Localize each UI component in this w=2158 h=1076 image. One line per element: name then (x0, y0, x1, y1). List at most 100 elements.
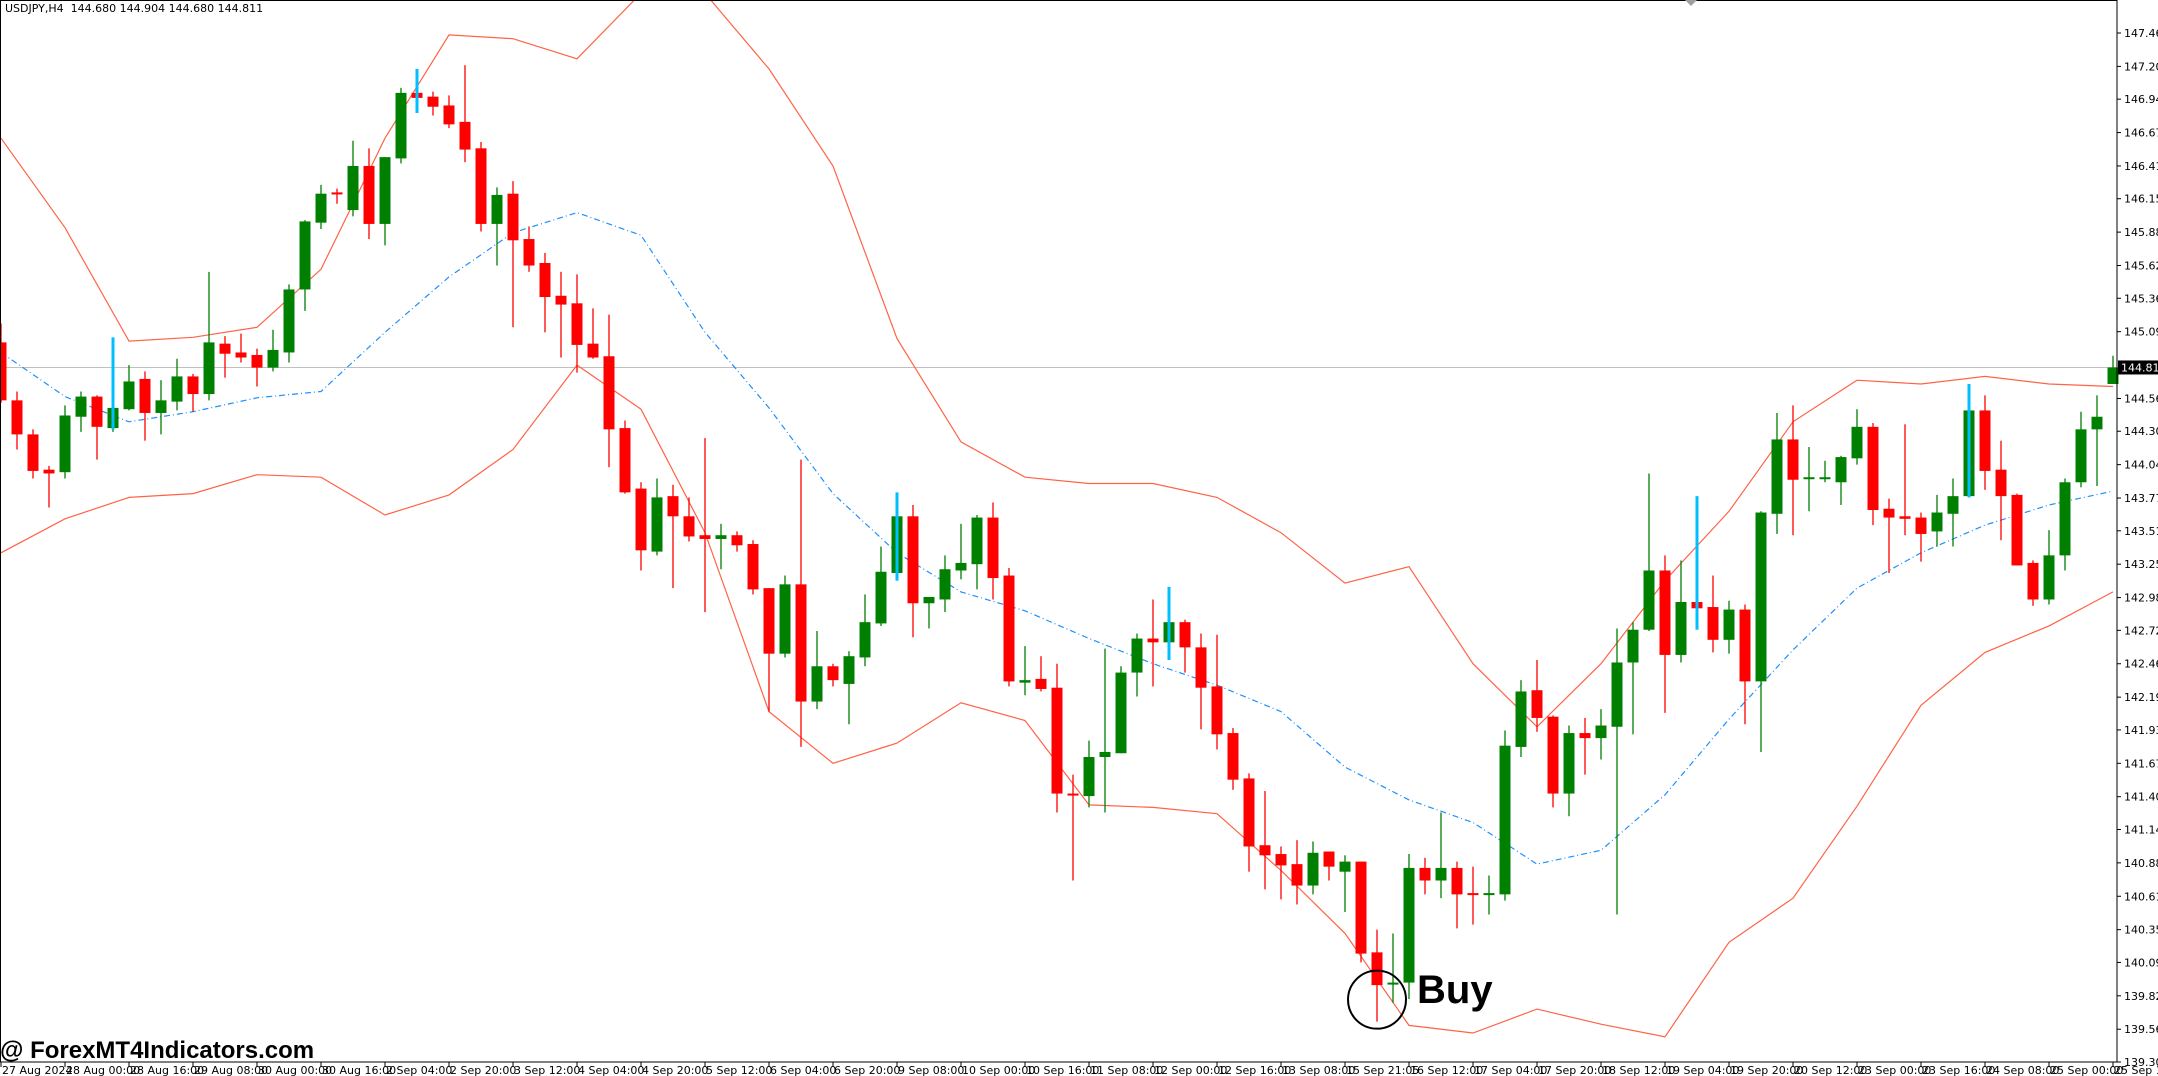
price-tick-label: 140.615 (2124, 890, 2158, 903)
price-tick-label: 141.405 (2124, 791, 2158, 804)
time-tick-label: 25 Sep 16:00 (2114, 1064, 2158, 1076)
candle-body (347, 165, 359, 211)
candle (1611, 628, 1623, 915)
candle-body (1211, 686, 1223, 735)
candle (907, 504, 919, 638)
candle (555, 271, 567, 358)
buy-circle (1347, 969, 1407, 1030)
candle (1659, 555, 1671, 713)
time-tick-label: 12 Sep 00:00 (1154, 1064, 1227, 1076)
candle-body (1499, 745, 1511, 895)
candle (219, 336, 231, 378)
chart-shift-marker-icon (1685, 0, 1697, 6)
candle (363, 148, 375, 240)
price-tick-label: 145.885 (2124, 226, 2158, 239)
candle-body (1531, 690, 1543, 718)
candle-body (1755, 512, 1767, 682)
candle (1387, 933, 1399, 1003)
time-tick-label: 9 Sep 08:00 (898, 1064, 964, 1076)
candle (699, 438, 711, 613)
price-tick-label: 143.515 (2124, 525, 2158, 538)
time-tick-label: 10 Sep 16:00 (1026, 1064, 1099, 1076)
candle (603, 314, 615, 468)
candle-body (1323, 851, 1335, 867)
candle-body (1819, 477, 1831, 480)
candle-body (1515, 691, 1527, 747)
candle-body (1947, 496, 1959, 514)
candle-body (1483, 893, 1495, 896)
candle (475, 142, 487, 232)
candle-body (827, 666, 839, 681)
candle-body (27, 434, 39, 471)
candle-body (939, 569, 951, 600)
candle-body (219, 343, 231, 354)
candle (1179, 619, 1191, 673)
candle (155, 380, 167, 435)
time-tick-label: 20 Sep 12:00 (1794, 1064, 1867, 1076)
candle-body (1099, 751, 1111, 758)
candle-body (1291, 864, 1303, 886)
candle-body (11, 400, 23, 435)
current-price-tag-label: 144.811 (2121, 361, 2158, 374)
candle-body (587, 343, 599, 358)
candle-body (1675, 601, 1687, 655)
time-tick-label: 27 Aug 2024 (2, 1064, 72, 1076)
candle (2027, 560, 2039, 606)
candle-body (1339, 861, 1351, 872)
price-tick-label: 139.300 (2124, 1056, 2158, 1069)
candle (1099, 648, 1111, 813)
candle (2059, 478, 2071, 571)
candle-body (283, 289, 295, 353)
time-tick-label: 3 Sep 12:00 (514, 1064, 580, 1076)
candle-body (363, 165, 375, 224)
candle (875, 546, 887, 626)
candle (667, 484, 679, 589)
candles (0, 65, 2119, 1022)
price-tick-label: 145.620 (2124, 260, 2158, 273)
candle (1195, 633, 1207, 730)
candle-body (2011, 494, 2023, 566)
price-tick-label: 146.675 (2124, 127, 2158, 140)
candle (843, 651, 855, 725)
candle (1675, 560, 1687, 663)
candle-body (299, 221, 311, 290)
candle-body (731, 535, 743, 546)
candle (2075, 411, 2087, 488)
candle (1051, 663, 1063, 813)
candle (2091, 395, 2103, 487)
candle (443, 95, 455, 129)
candle (1835, 455, 1847, 505)
candle (1227, 728, 1239, 790)
candle-body (1995, 469, 2007, 497)
candle-body (427, 96, 439, 107)
candle-body (619, 428, 631, 493)
candle (1851, 409, 1863, 465)
candle-body (1419, 867, 1431, 881)
candle (1643, 473, 1655, 631)
candle-body (1243, 778, 1255, 847)
candle (683, 497, 695, 542)
watermark: @ ForexMT4Indicators.com (0, 1037, 315, 1064)
candle (427, 91, 439, 116)
candle-body (571, 303, 583, 345)
time-tick-label: 6 Sep 20:00 (834, 1064, 900, 1076)
candle (1211, 634, 1223, 750)
candle (1003, 567, 1015, 687)
candle-body (1307, 852, 1319, 886)
candle (923, 596, 935, 629)
candle (1723, 600, 1735, 654)
candle (1019, 646, 1031, 696)
candle (507, 181, 519, 328)
candle-body (59, 415, 71, 473)
time-tick-label: 30 Aug 16:00 (322, 1064, 396, 1076)
price-tick-label: 141.145 (2124, 823, 2158, 836)
price-tick-label: 142.985 (2124, 592, 2158, 605)
candle-body (475, 148, 487, 224)
candle (731, 531, 743, 552)
candle-body (1659, 570, 1671, 655)
candle-body (843, 656, 855, 684)
candle-body (1355, 861, 1367, 954)
time-tick-label: 6 Sep 04:00 (770, 1064, 836, 1076)
